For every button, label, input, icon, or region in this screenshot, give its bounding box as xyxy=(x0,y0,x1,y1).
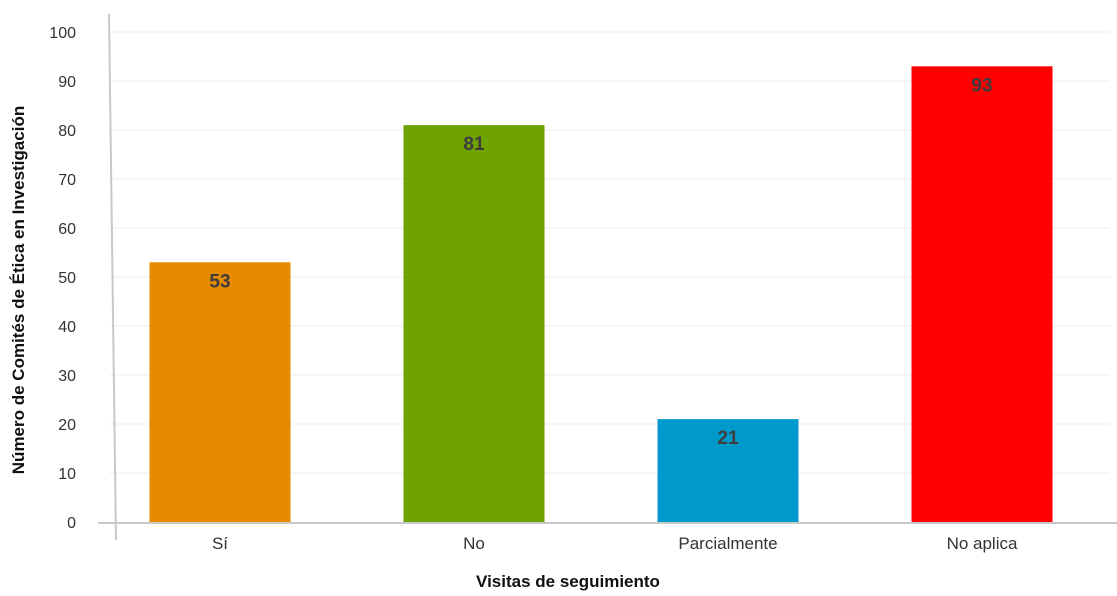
x-tick-label: No aplica xyxy=(947,534,1018,553)
data-label: 93 xyxy=(971,75,992,96)
y-tick-labels: 0 10 20 30 40 50 60 70 80 90 100 xyxy=(49,25,76,532)
y-tick-label: 60 xyxy=(58,221,76,238)
y-axis-line xyxy=(108,13,117,541)
data-label: 21 xyxy=(717,428,739,449)
bar-1 xyxy=(403,125,545,522)
y-tick-label: 100 xyxy=(49,25,76,42)
x-tick-label: Sí xyxy=(212,534,228,553)
y-tick-label: 20 xyxy=(58,417,76,434)
data-label: 53 xyxy=(209,271,230,292)
x-tick-labels: Sí No Parcialmente No aplica xyxy=(212,534,1018,553)
x-axis-title: Visitas de seguimiento xyxy=(476,572,660,591)
y-tick-label: 40 xyxy=(58,319,76,336)
y-tick-label: 80 xyxy=(58,123,76,140)
data-labels: 53 81 21 93 xyxy=(209,75,992,449)
bars xyxy=(149,66,1053,523)
bar-2 xyxy=(657,419,799,522)
y-tick-label: 50 xyxy=(58,270,76,287)
axes xyxy=(98,13,1117,541)
bar-3 xyxy=(911,66,1053,523)
y-tick-label: 70 xyxy=(58,172,76,189)
y-axis-title: Número de Comités de Ética en Investigac… xyxy=(9,106,28,474)
y-tick-label: 90 xyxy=(58,74,76,91)
bar-0 xyxy=(149,262,291,522)
x-tick-label: Parcialmente xyxy=(678,534,777,553)
y-tick-label: 10 xyxy=(58,466,76,483)
y-tick-label: 0 xyxy=(67,515,76,532)
data-label: 81 xyxy=(463,134,485,155)
x-tick-label: No xyxy=(463,534,485,553)
y-tick-label: 30 xyxy=(58,368,76,385)
